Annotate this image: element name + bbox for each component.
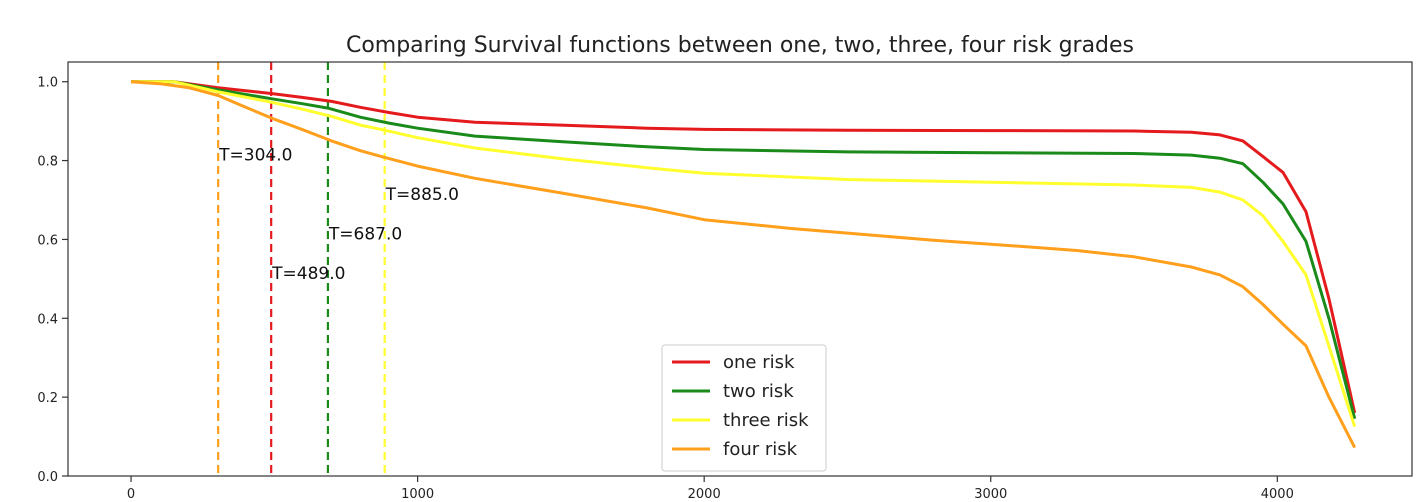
legend-label: one risk: [723, 352, 795, 373]
x-tick-label: 4000: [1261, 487, 1294, 502]
series-line-three-risk: [131, 80, 1357, 428]
threshold-label: T=885.0: [385, 185, 459, 205]
threshold-label: T=687.0: [328, 225, 402, 245]
y-tick-label: 0.0: [37, 470, 58, 485]
series-lines: [130, 80, 1357, 449]
axes: 0 1000 2000 3000 4000 0.0 0.2 0.4 0.6 0.8 1.0: [37, 61, 1413, 502]
x-tick-label: 2000: [688, 487, 721, 502]
series-line-two-risk: [131, 80, 1357, 420]
legend-label: four risk: [723, 439, 798, 460]
x-tick-label: 1000: [401, 487, 434, 502]
x-tick-label: 3000: [974, 487, 1007, 502]
y-tick-label: 0.8: [37, 155, 58, 170]
threshold-label: T=489.0: [271, 264, 345, 284]
y-tick-label: 0.6: [37, 233, 58, 248]
y-tick-label: 1.0: [37, 76, 58, 91]
threshold-annotations: T=304.0 T=489.0 T=687.0 T=885.0: [218, 146, 459, 284]
threshold-label: T=304.0: [218, 146, 292, 166]
x-tick-label: 0: [127, 487, 135, 502]
series-line-four-risk: [130, 80, 1357, 449]
legend-label: three risk: [723, 410, 809, 431]
axes-frame: [67, 61, 1413, 477]
legend-box: [661, 344, 827, 472]
y-tick-label: 0.4: [37, 312, 58, 327]
y-tick-label: 0.2: [37, 391, 58, 406]
chart-title: Comparing Survival functions between one…: [346, 33, 1134, 58]
legend-label: two risk: [723, 381, 794, 402]
legend: one risk two risk three risk four risk: [661, 344, 827, 472]
series-line-one-risk: [131, 80, 1357, 414]
